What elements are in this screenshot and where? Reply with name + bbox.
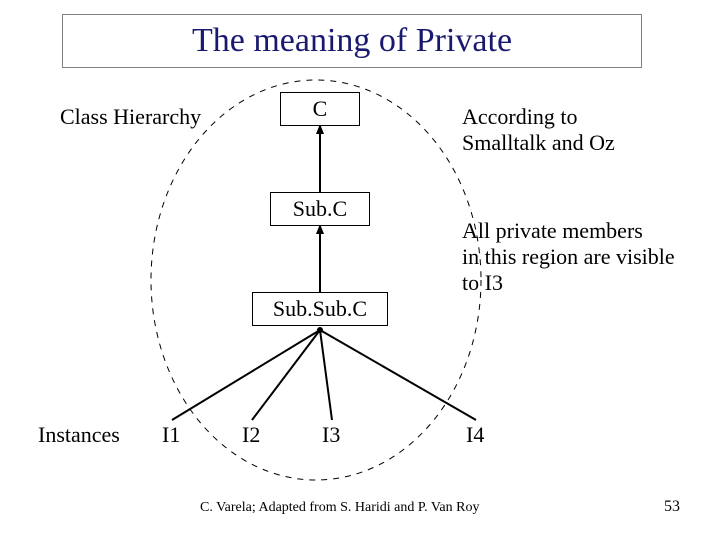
node-c: C bbox=[280, 92, 360, 126]
node-subsubc: Sub.Sub.C bbox=[252, 292, 388, 326]
class-hierarchy-label: Class Hierarchy bbox=[60, 104, 201, 130]
instances-label: Instances bbox=[38, 422, 120, 448]
footer-citation: C. Varela; Adapted from S. Haridi and P.… bbox=[200, 500, 479, 516]
instance-i3: I3 bbox=[322, 422, 340, 448]
footer-page-number: 53 bbox=[664, 498, 680, 516]
node-subc-label: Sub.C bbox=[293, 196, 347, 221]
instance-i2: I2 bbox=[242, 422, 260, 448]
node-c-label: C bbox=[313, 96, 328, 121]
according-line2: Smalltalk and Oz bbox=[462, 130, 615, 155]
title-box: The meaning of Private bbox=[62, 14, 642, 68]
according-text: According to Smalltalk and Oz bbox=[462, 104, 615, 156]
node-subc: Sub.C bbox=[270, 192, 370, 226]
node-subsubc-label: Sub.Sub.C bbox=[273, 296, 367, 321]
page-title: The meaning of Private bbox=[192, 22, 512, 59]
according-line1: According to bbox=[462, 104, 577, 129]
visibility-text: All private members in this region are v… bbox=[462, 218, 675, 296]
visibility-line2: in this region are visible bbox=[462, 244, 675, 269]
instance-i1: I1 bbox=[162, 422, 180, 448]
visibility-line3: to I3 bbox=[462, 270, 503, 295]
instance-i4: I4 bbox=[466, 422, 484, 448]
visibility-line1: All private members bbox=[462, 218, 643, 243]
